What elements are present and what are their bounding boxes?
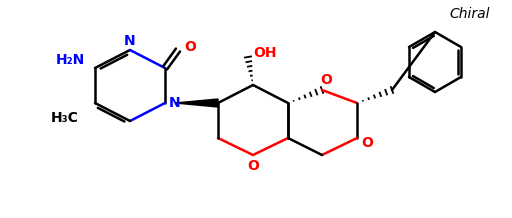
Polygon shape <box>175 99 218 107</box>
Text: O: O <box>184 40 196 54</box>
Text: O: O <box>320 73 332 87</box>
Text: N: N <box>124 34 136 48</box>
Text: O: O <box>361 136 373 150</box>
Text: H₂N: H₂N <box>55 53 84 67</box>
Text: H₃C: H₃C <box>51 111 79 125</box>
Text: OH: OH <box>253 46 277 60</box>
Text: Chiral: Chiral <box>450 7 490 21</box>
Text: N: N <box>169 96 181 110</box>
Text: O: O <box>247 159 259 173</box>
